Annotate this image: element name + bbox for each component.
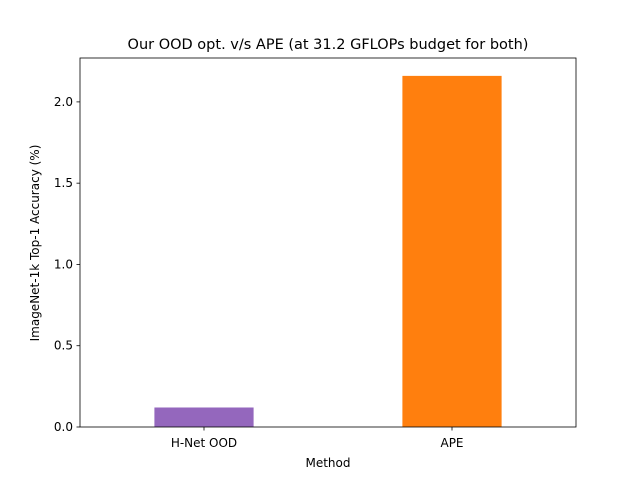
y-axis-label: ImageNet-1k Top-1 Accuracy (%)	[28, 145, 42, 342]
bar-0	[154, 407, 254, 427]
y-tick-label-1: 0.5	[54, 339, 73, 353]
y-tick-label-2: 1.0	[54, 257, 73, 271]
x-tick-label-1: APE	[440, 436, 463, 450]
y-tick-label-4: 2.0	[54, 95, 73, 109]
y-tick-label-3: 1.5	[54, 176, 73, 190]
axes-frame	[79, 57, 577, 428]
x-axis-label: Method	[305, 456, 350, 470]
plot-area: 0.0 0.5 1.0 1.5 2.0 H-Net OOD APE	[54, 57, 577, 450]
bar-1	[402, 75, 502, 428]
y-tick-label-0: 0.0	[54, 420, 73, 434]
chart-title: Our OOD opt. v/s APE (at 31.2 GFLOPs bud…	[128, 37, 529, 53]
x-tick-label-0: H-Net OOD	[171, 436, 237, 450]
